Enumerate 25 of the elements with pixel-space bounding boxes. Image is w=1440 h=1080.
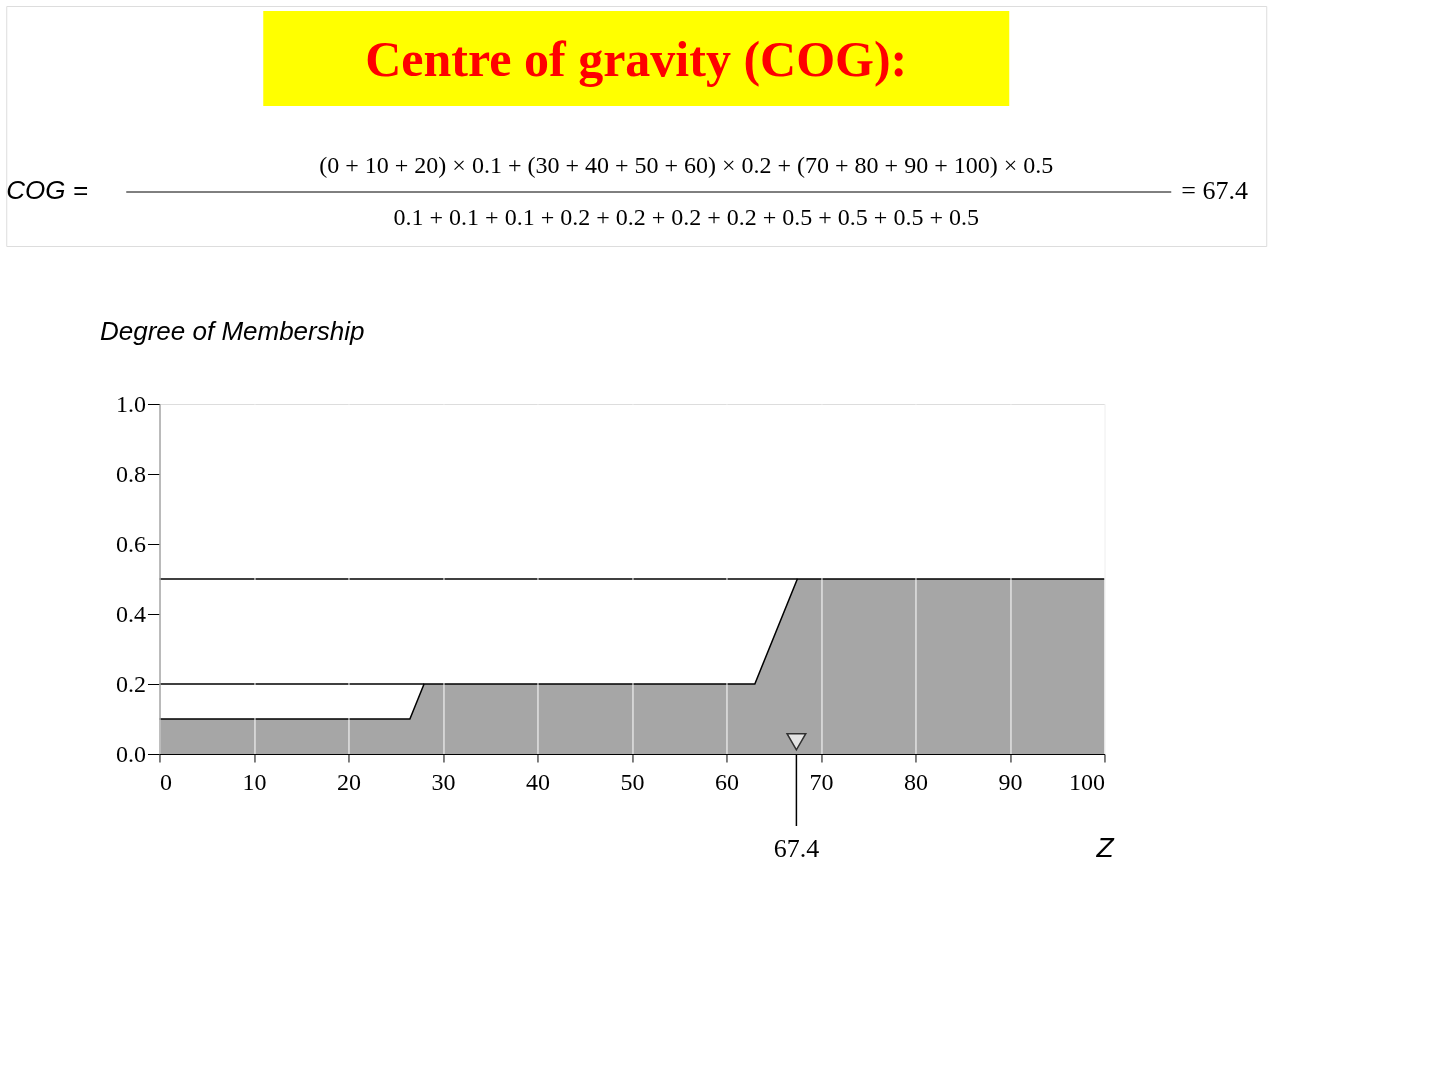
x-tick-label: 80	[903, 768, 928, 795]
x-tick-label: 90	[998, 768, 1023, 795]
y-axis-title: Degree of Membership	[99, 315, 365, 346]
x-tick-label: 30	[431, 768, 456, 795]
x-tick-label: 50	[620, 768, 645, 795]
x-axis-title: Z	[1095, 831, 1115, 863]
x-tick-label: 70	[809, 768, 834, 795]
y-tick-label: 0.2	[115, 670, 146, 697]
x-tick-label: 20	[336, 768, 361, 795]
text: (0 + 10 + 20) × 0.1 + (30 + 40 + 50 + 60) × 0.2 + (70 + 80 + 90 + 100) × 0.5	[319, 152, 1054, 178]
y-tick-label: 1.0	[115, 390, 146, 417]
y-tick-label: 0.0	[115, 740, 146, 767]
text: COG =	[6, 175, 88, 205]
x-tick-label: 40	[525, 768, 550, 795]
text: = 67.4	[1181, 176, 1248, 205]
x-tick-label: 100	[1068, 768, 1105, 795]
text: 0.1 + 0.1 + 0.1 + 0.2 + 0.2 + 0.2 + 0.2 + 0.5 + 0.5 + 0.5 + 0.5	[393, 204, 979, 230]
y-tick-label: 0.6	[115, 530, 146, 557]
chart-title: Centre of gravity (COG):	[365, 31, 908, 87]
x-tick-label: 10	[242, 768, 267, 795]
x-tick-label: 0	[159, 768, 172, 795]
x-tick-label: 60	[714, 768, 739, 795]
y-tick-label: 0.8	[115, 460, 146, 487]
y-tick-label: 0.4	[115, 600, 146, 627]
ref-line-label: 67.4	[773, 834, 820, 863]
